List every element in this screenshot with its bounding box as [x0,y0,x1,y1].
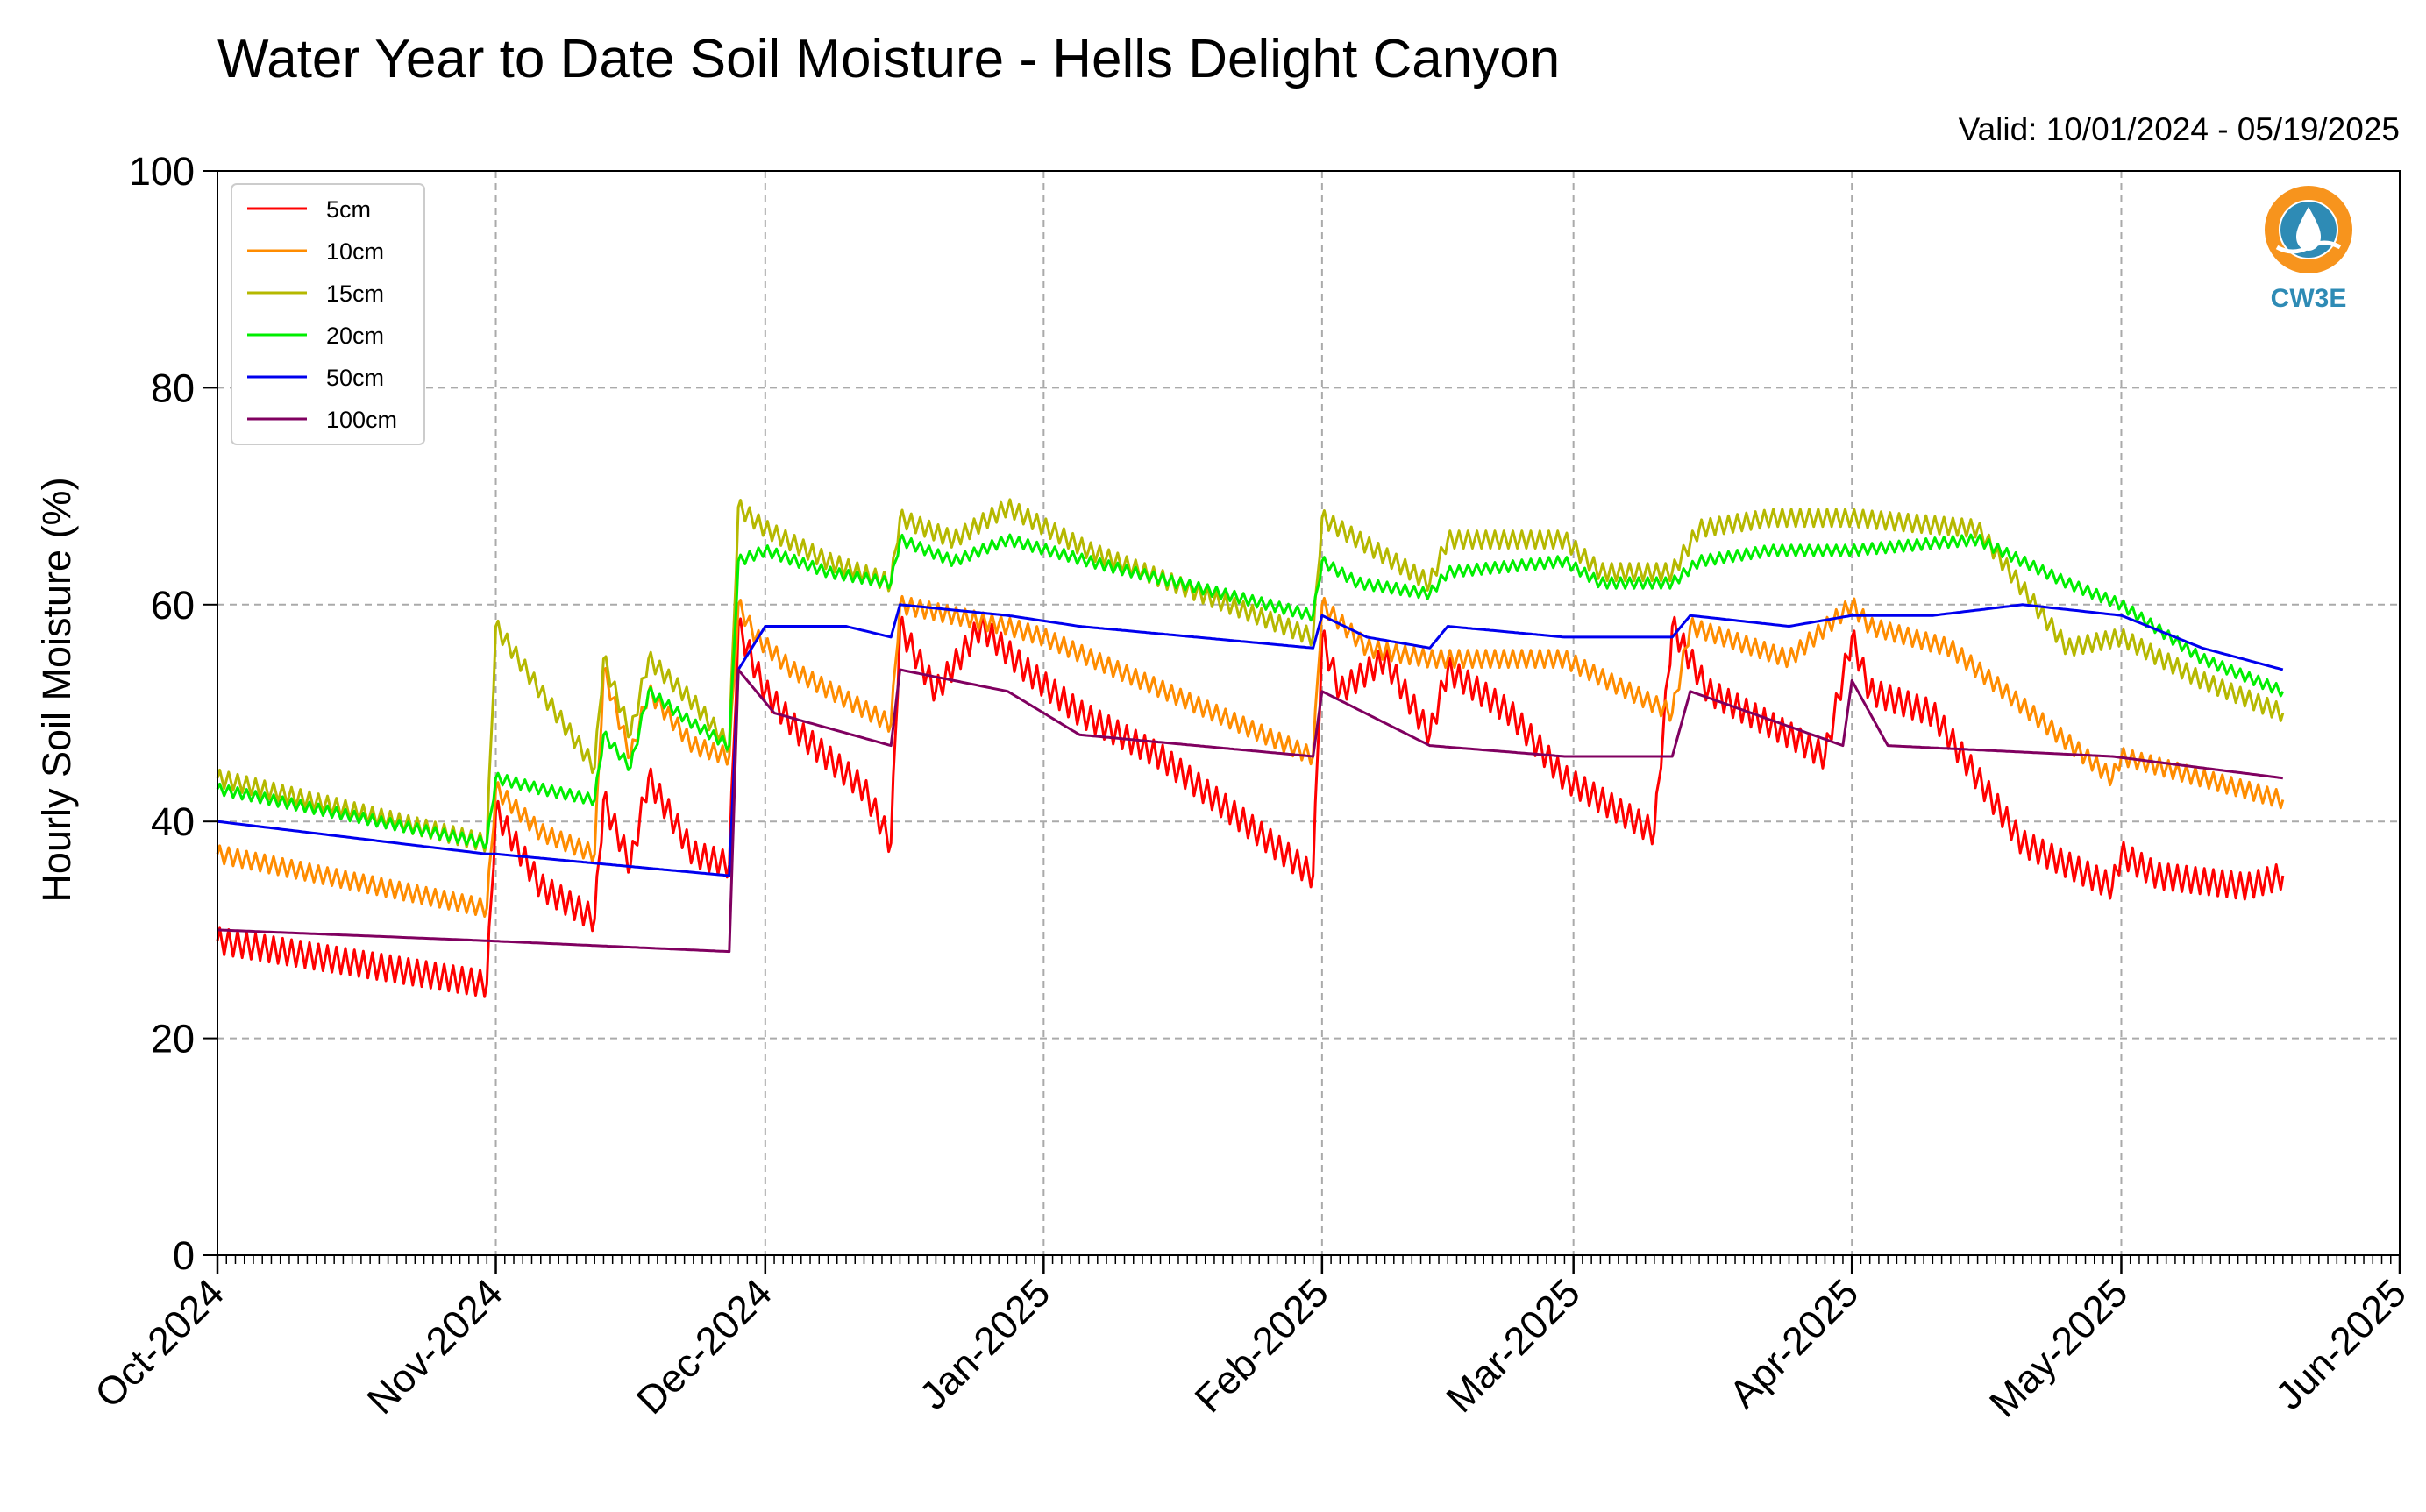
y-tick-label: 100 [129,149,195,194]
legend-label: 50cm [326,365,384,391]
series-line-15cm [216,498,2285,853]
legend: 5cm 10cm 15cm 20cm 50cm 100cm [231,183,425,445]
x-tick-label: May-2025 [1981,1270,2137,1426]
y-tick-label: 40 [151,799,195,844]
x-tick-label: Jan-2025 [911,1270,1059,1418]
x-tick-label: Nov-2024 [359,1270,511,1423]
legend-label: 20cm [326,323,384,349]
axis-ticks: 0 20 40 60 80 100 Oct-2024 Nov-2024 Dec-2024 Jan-… [86,149,2415,1426]
y-axis-label: Hourly Soil Moisture (%) [34,477,79,902]
plot-frame [217,170,2401,1256]
y-tick-label: 80 [151,366,195,410]
series-line-10cm [216,594,2285,918]
legend-box [231,183,425,445]
gridlines [217,171,2400,1255]
series-line-100cm [217,668,2283,954]
legend-label: 10cm [326,238,384,265]
x-tick-label: Oct-2024 [86,1270,232,1416]
chart-title: Water Year to Date Soil Moisture - Hells… [217,29,1560,89]
series-layer [216,498,2285,998]
legend-label: 100cm [326,407,397,433]
series-line-50cm [217,603,2284,877]
chart-subtitle: Valid: 10/01/2024 - 05/19/2025 [1959,111,2400,147]
y-tick-label: 20 [151,1017,195,1061]
logo-ring [2265,186,2352,273]
y-tick-label: 0 [173,1233,195,1278]
x-tick-label: Jun-2025 [2266,1270,2415,1418]
legend-label: 5cm [326,196,371,223]
logo-wave [2275,240,2342,254]
logo-text: CW3E [2271,284,2347,313]
water-drop-icon [2296,207,2321,251]
x-tick-label: Feb-2025 [1186,1270,1337,1421]
x-tick-label: Apr-2025 [1720,1270,1867,1416]
series-line-20cm [216,533,2285,850]
x-tick-label: Dec-2024 [628,1270,780,1423]
legend-label: 15cm [326,280,384,307]
cw3e-logo: CW3E [2265,186,2352,313]
x-tick-label: Mar-2025 [1437,1270,1588,1421]
series-line-5cm [216,614,2285,998]
y-tick-label: 60 [151,583,195,628]
